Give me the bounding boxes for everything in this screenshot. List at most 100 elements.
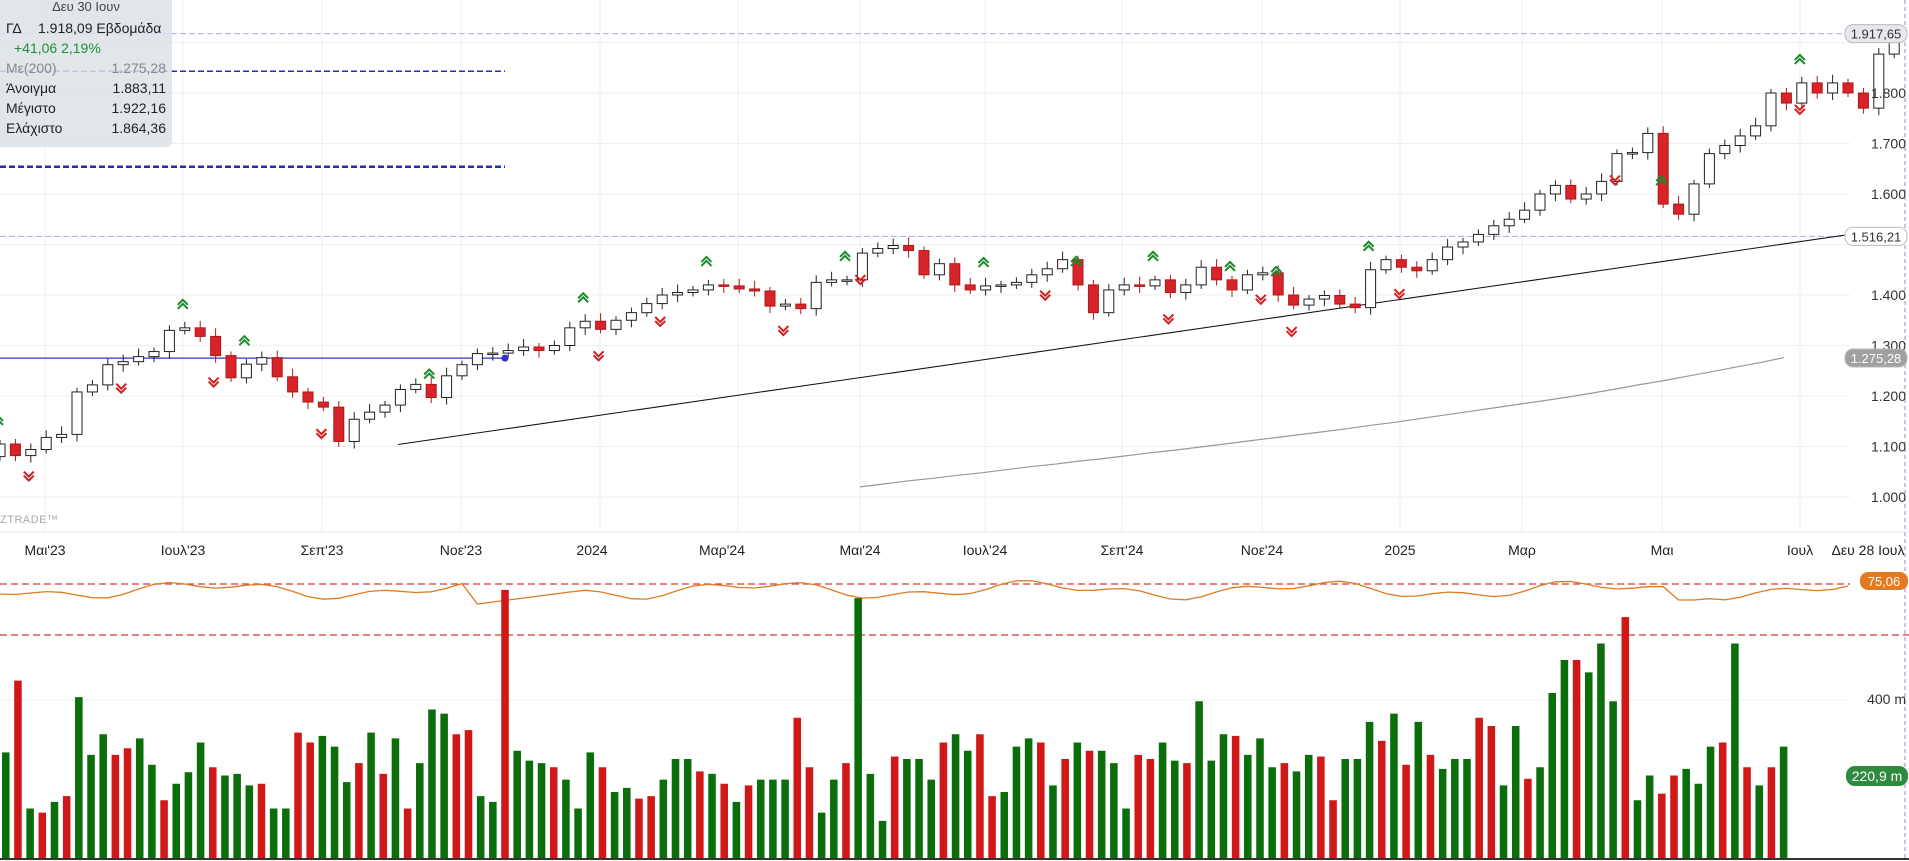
- volume-bar: [1731, 643, 1739, 858]
- trend-line: [397, 233, 1851, 445]
- time-tick-label: Μαι'24: [839, 542, 880, 558]
- volume-bar: [1475, 717, 1483, 858]
- volume-bar: [976, 734, 984, 858]
- candle-body: [441, 375, 453, 399]
- sell-signal-icon: [115, 382, 127, 395]
- volume-bar: [720, 783, 728, 858]
- change-value: +41,06 2,19%: [14, 40, 101, 56]
- volume-bar: [1524, 778, 1532, 858]
- candle-body: [656, 294, 668, 305]
- candle-body: [1041, 268, 1053, 276]
- price-badge-label: 1.275,28: [1851, 351, 1902, 366]
- candle-body: [1318, 295, 1330, 300]
- low-value: 1.864,36: [111, 120, 167, 136]
- volume-bar: [939, 742, 948, 858]
- sell-signal-icon: [1162, 313, 1175, 325]
- candle-body: [1780, 92, 1792, 104]
- volume-bar: [1037, 742, 1045, 858]
- time-tick-label: Νοε'24: [1241, 542, 1284, 558]
- volume-bar: [1767, 767, 1776, 858]
- trend-lines: [397, 233, 1851, 445]
- candle-body: [1811, 82, 1823, 94]
- volume-bar: [1061, 759, 1069, 858]
- volume-bar: [75, 697, 83, 858]
- candle-body: [672, 291, 684, 296]
- volume-tick-label: 400 m: [1867, 691, 1906, 707]
- price-tick-label: 1.200: [1871, 388, 1906, 404]
- candle-body: [1457, 241, 1469, 248]
- volume-bar: [14, 680, 22, 858]
- sell-signal-icon: [654, 316, 666, 328]
- volume-bar: [1779, 746, 1788, 858]
- candle-body: [1026, 274, 1038, 283]
- buy-signal-icon: [238, 334, 251, 346]
- candle-body: [456, 364, 468, 377]
- volume-bar: [988, 796, 996, 858]
- volume-bar: [635, 798, 643, 858]
- volume-bar: [659, 779, 668, 858]
- ohlc-legend: Δευ 30 Ιουν ΓΔ 1.918,09 Εβδομάδα +41,06 …: [0, 0, 172, 147]
- sell-signal-icon: [1393, 288, 1406, 300]
- time-tick-label: Δευ 28 Ιουλ: [1832, 542, 1905, 558]
- volume-bar: [1073, 742, 1082, 858]
- candle-body: [749, 288, 761, 292]
- volume-bar: [62, 796, 71, 858]
- volume-bar: [951, 734, 960, 858]
- ma-label: Με(200): [6, 60, 57, 76]
- candle-body: [518, 346, 530, 352]
- candle-body: [1596, 180, 1608, 195]
- volume-bar: [99, 734, 107, 858]
- volume-bar: [1097, 750, 1106, 858]
- rsi-badge-label: 75,06: [1868, 574, 1901, 589]
- buy-signal-icon: [1362, 240, 1375, 252]
- high-label: Μέγιστο: [6, 100, 56, 116]
- volume-bar: [1548, 693, 1557, 858]
- volume-bar: [342, 782, 351, 858]
- volume-bar: [562, 779, 570, 858]
- time-tick-label: Μαι: [1651, 542, 1674, 558]
- candle-body: [1472, 233, 1484, 243]
- sell-signal-icon: [592, 350, 605, 362]
- candle-body: [410, 383, 422, 390]
- candle-body: [487, 352, 499, 356]
- candle-body: [1827, 82, 1839, 94]
- time-tick-label: Ιουλ'24: [963, 542, 1008, 558]
- volume-bar: [1012, 746, 1021, 858]
- volume-bar: [1414, 721, 1423, 858]
- volume-bar: [744, 785, 753, 858]
- candle-body: [641, 303, 653, 314]
- candle-body: [949, 263, 961, 286]
- volume-bar: [391, 738, 400, 858]
- candle-body: [733, 285, 745, 290]
- time-tick-label: 2025: [1384, 542, 1415, 558]
- volume-bar: [1572, 660, 1581, 858]
- price-badge-label: 1.917,65: [1851, 27, 1902, 42]
- candle-body: [1488, 225, 1500, 235]
- candle-body: [287, 376, 299, 393]
- candle-body: [702, 284, 714, 291]
- candle-body: [1087, 284, 1099, 314]
- candle-body: [1103, 289, 1115, 314]
- sell-signal-icon: [1609, 174, 1621, 187]
- volume-bar: [623, 787, 631, 858]
- sell-signal-icon: [1794, 104, 1806, 116]
- candle-body: [1426, 259, 1438, 272]
- candle-body: [1673, 203, 1685, 215]
- candle-body: [471, 353, 483, 366]
- moving-average-line: [859, 357, 1785, 488]
- time-tick-label: Νοε'23: [440, 542, 483, 558]
- volume-bar: [1584, 672, 1593, 858]
- volume-bar: [330, 746, 339, 858]
- candle-body: [1057, 259, 1069, 270]
- volume-bar: [671, 759, 680, 858]
- price-tick-label: 1.100: [1871, 439, 1906, 455]
- volume-bar: [489, 801, 497, 858]
- candle-body: [502, 350, 514, 354]
- candle-body: [1549, 184, 1561, 195]
- candle-body: [918, 250, 930, 276]
- time-tick-label: Ιουλ: [1787, 542, 1813, 558]
- candle-body: [795, 303, 807, 310]
- volume-bar: [160, 800, 168, 858]
- volume-bar: [476, 796, 485, 858]
